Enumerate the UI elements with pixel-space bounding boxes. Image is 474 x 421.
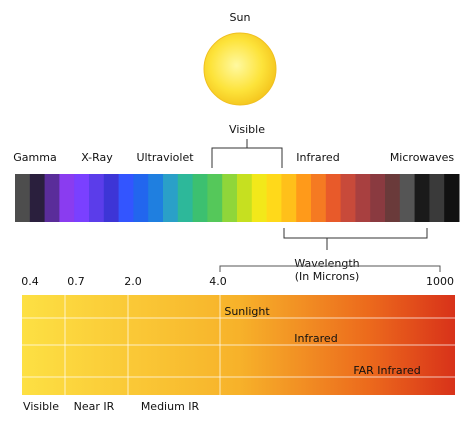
spectrum-stripe: [414, 174, 430, 222]
spectrum-stripe: [207, 174, 223, 222]
band-label: Gamma: [13, 151, 56, 164]
spectrum-stripe: [15, 174, 31, 222]
spectrum-stripe: [222, 174, 238, 222]
spectrum-stripe: [296, 174, 312, 222]
scale-labels: 0.4 0.7 2.0 4.0 1000 Sunlight Infrared FAR Infr…: [21, 275, 454, 413]
visible-label: Visible: [229, 123, 265, 136]
scale-tick-label: 1000: [426, 275, 454, 288]
spectrum-stripe: [429, 174, 445, 222]
scale-tick-label: 2.0: [124, 275, 142, 288]
spectrum-stripe: [399, 174, 416, 222]
spectrum-stripe: [311, 174, 327, 222]
spectrum-stripe: [177, 174, 194, 222]
row-label: Sunlight: [224, 305, 270, 318]
scale-connector: [219, 265, 441, 272]
spectrum-stripe: [340, 174, 356, 222]
spectrum-stripe: [281, 174, 297, 222]
band-label: Microwaves: [390, 151, 455, 164]
spectrum-stripe: [251, 174, 268, 222]
wavelength-label: Wavelength: [294, 257, 359, 270]
region-label: Visible: [23, 400, 59, 413]
spectrum-stripe: [148, 174, 164, 222]
visible-bracket: [211, 139, 283, 168]
spectrum-stripe: [74, 174, 90, 222]
band-label: Ultraviolet: [136, 151, 194, 164]
scale-tick-label: 4.0: [209, 275, 227, 288]
spectrum-stripe: [163, 174, 179, 222]
region-label: Near IR: [74, 400, 115, 413]
band-labels: Gamma X-Ray Ultraviolet Infrared Microwaves: [13, 151, 454, 164]
spectrum-stripe: [370, 174, 386, 222]
scale-tick-label: 0.4: [21, 275, 39, 288]
spectrum-stripe: [444, 174, 460, 222]
band-label: Infrared: [296, 151, 339, 164]
spectrum-stripe: [133, 174, 149, 222]
spectrum-stripe: [118, 174, 134, 222]
wavelength-unit: (In Microns): [295, 270, 360, 283]
sun-label: Sun: [230, 11, 251, 24]
spectrum-stripe: [44, 174, 60, 222]
spectrum-stripe: [266, 174, 282, 222]
spectrum-stripe: [325, 174, 342, 222]
panel-grid: [22, 295, 455, 395]
spectrum-bar: [15, 174, 460, 222]
spectrum-stripe: [192, 174, 208, 222]
spectrum-stripe: [385, 174, 401, 222]
wavelength-bracket: [283, 228, 428, 250]
spectrum-stripe: [355, 174, 371, 222]
row-label: Infrared: [294, 332, 337, 345]
row-label: FAR Infrared: [353, 364, 420, 377]
spectrum-stripe: [89, 174, 105, 222]
sun: [203, 32, 277, 106]
spectrum-stripe: [103, 174, 120, 222]
region-label: Medium IR: [141, 400, 200, 413]
scale-tick-label: 0.7: [67, 275, 85, 288]
band-label: X-Ray: [81, 151, 113, 164]
spectrum-stripe: [59, 174, 75, 222]
spectrum-stripe: [29, 174, 46, 222]
spectrum-stripe: [237, 174, 253, 222]
